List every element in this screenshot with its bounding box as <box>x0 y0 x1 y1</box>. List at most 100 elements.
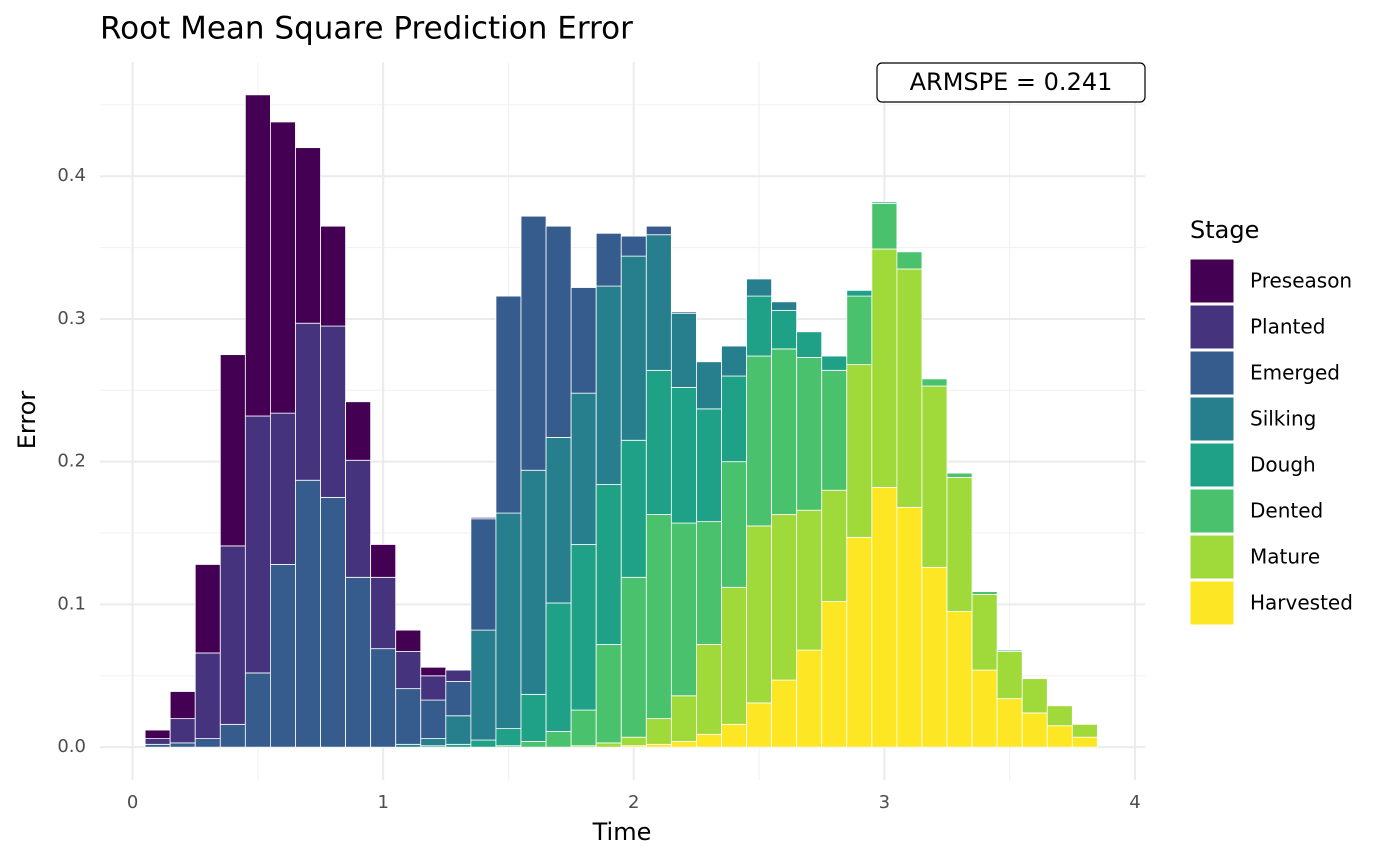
bar-segment <box>194 564 221 654</box>
bar-segment <box>244 672 271 748</box>
bar-segment <box>796 331 823 358</box>
legend-key <box>1189 442 1235 488</box>
bar-segment <box>194 652 221 740</box>
bar-segment <box>796 509 823 651</box>
legend-key <box>1189 488 1235 534</box>
legend-key <box>1189 258 1235 304</box>
bar-segment <box>144 743 171 748</box>
bar-segment <box>746 355 773 527</box>
bar-segment <box>545 225 572 438</box>
bar-segment <box>796 357 823 511</box>
legend-title: Stage <box>1190 216 1259 244</box>
bar-segment <box>996 651 1023 700</box>
bar-segment <box>1021 712 1048 748</box>
x-axis-title: Time <box>592 818 652 846</box>
bar-segment <box>595 643 622 744</box>
bar-segment <box>570 392 597 545</box>
x-tick-label: 3 <box>879 792 890 813</box>
bar-segment <box>1021 678 1048 714</box>
bar-segment <box>670 522 697 697</box>
bar-segment <box>721 461 747 588</box>
bar-segment <box>395 743 422 748</box>
bar-segment <box>420 738 447 747</box>
bar-segment <box>821 601 848 748</box>
bar-segment <box>395 651 422 690</box>
y-tick-label: 0.1 <box>57 593 86 614</box>
x-tick-label: 4 <box>1129 792 1140 813</box>
bar-segment <box>821 369 848 491</box>
bar-segment <box>696 521 722 645</box>
x-tick-label: 0 <box>127 792 138 813</box>
bar-segment <box>270 564 296 748</box>
bar-segment <box>645 743 672 748</box>
bar-segment <box>921 566 948 748</box>
legend-label: Harvested <box>1250 591 1353 615</box>
y-tick-label: 0.0 <box>57 736 86 757</box>
bar-segment <box>746 702 773 748</box>
bar-segment <box>295 479 321 748</box>
bar-segment <box>670 387 697 524</box>
bar-segment <box>746 278 773 297</box>
bar-segment <box>771 514 798 681</box>
bar-segment <box>445 681 472 717</box>
bar-segment <box>495 512 522 730</box>
legend-label: Emerged <box>1250 361 1340 385</box>
bar-segment <box>345 401 372 461</box>
legend-label: Dough <box>1250 453 1316 477</box>
bar-segment <box>595 742 622 748</box>
bar-segment <box>721 723 747 748</box>
bar-segment <box>871 201 898 204</box>
bar-segment <box>345 459 372 578</box>
bar-segment <box>445 743 472 748</box>
bar-segment <box>370 544 397 578</box>
bar-segment <box>996 649 1023 652</box>
bar-segment <box>946 611 973 748</box>
legend-key <box>1189 580 1235 626</box>
bar-segment <box>620 576 647 738</box>
bar-segment <box>971 594 998 671</box>
bar-segment <box>420 666 447 677</box>
bar-segment <box>219 545 246 725</box>
bar-segment <box>670 741 697 748</box>
bar-segment <box>194 738 221 748</box>
bar-segment <box>846 295 873 366</box>
bar-segment <box>144 738 171 745</box>
legend-key <box>1189 396 1235 442</box>
bar-segment <box>1046 705 1073 727</box>
bar-segment <box>270 412 296 565</box>
bar-segment <box>645 369 672 515</box>
legend-key <box>1189 534 1235 580</box>
bar-segment <box>746 295 773 357</box>
legend: Preseason Planted Emerged Silking Dough Dente… <box>1189 258 1353 626</box>
y-tick-label: 0.4 <box>57 165 86 186</box>
bar-segment <box>670 311 697 314</box>
bar-segment <box>545 437 572 604</box>
legend-label: Preseason <box>1250 269 1352 293</box>
bar-segment <box>771 679 798 748</box>
bar-segment <box>595 232 622 287</box>
bar-segment <box>771 301 798 311</box>
bar-segment <box>520 215 547 471</box>
bar-segment <box>570 287 597 394</box>
bar-segment <box>395 688 422 745</box>
bar-segment <box>520 469 547 695</box>
bar-segment <box>620 736 647 747</box>
x-tick-label: 1 <box>377 792 388 813</box>
bar-segment <box>645 234 672 371</box>
bar-segment <box>244 94 271 417</box>
annotation-box <box>876 62 1146 103</box>
bar-segment <box>370 648 397 748</box>
bar-segment <box>1071 723 1098 738</box>
bar-segment <box>1046 725 1073 748</box>
annotation: ARMSPE = 0.241 <box>910 68 1113 96</box>
bar-segment <box>295 147 321 324</box>
bar-segment <box>896 268 923 508</box>
bar-segment <box>395 629 422 652</box>
bar-segment <box>169 691 196 720</box>
bar-segment <box>821 355 848 371</box>
legend-label: Dented <box>1250 499 1323 523</box>
bar-segment <box>696 643 722 735</box>
bar-segment <box>270 121 296 414</box>
bar-segment <box>169 718 196 744</box>
